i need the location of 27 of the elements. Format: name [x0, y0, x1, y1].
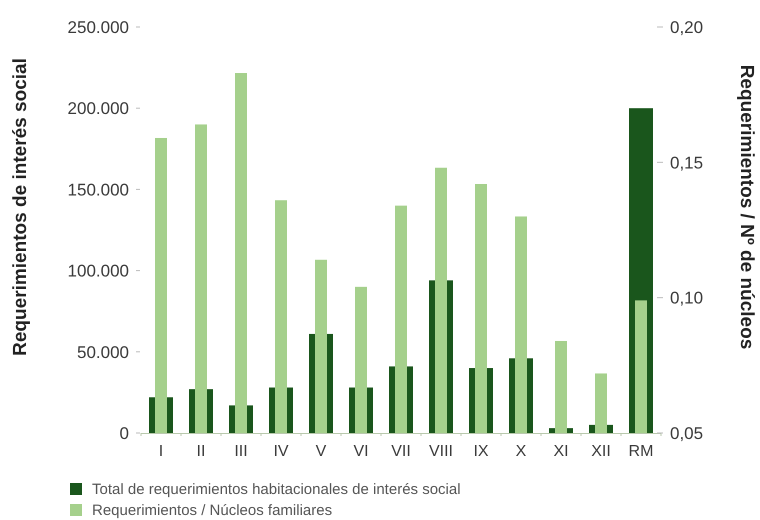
x-tick-label: VII — [391, 443, 411, 460]
y2-tick-label: 0,05 — [670, 424, 704, 443]
x-tick-label: I — [158, 443, 164, 460]
x-tick-label: V — [316, 443, 327, 460]
x-tick-label: VIII — [428, 443, 454, 460]
y-tick-label: 200.000 — [68, 99, 129, 118]
x-tick-label: XI — [553, 443, 569, 460]
x-tick-label: RM — [628, 443, 654, 460]
y-tick-label: 50.000 — [77, 342, 129, 362]
y-tick-label: 100.000 — [68, 262, 129, 281]
x-tick-label: VI — [353, 443, 369, 460]
y2-tick-label: 0,10 — [670, 288, 704, 308]
legend-label: Total de requerimientos habitacionales de interés social — [92, 481, 461, 498]
y-tick-label: 150.000 — [68, 180, 129, 200]
y-tick-label: 250.000 — [68, 18, 129, 37]
y2-tick-label: 0,15 — [670, 153, 704, 172]
y2-tick-label: 0,20 — [670, 18, 704, 37]
x-tick-label: IV — [273, 443, 289, 460]
y2-axis-title: Requerimientos / Nº de núcleos — [736, 64, 757, 350]
x-tick-label: II — [196, 443, 206, 460]
x-tick-label: X — [516, 443, 527, 460]
x-tick-label: III — [234, 443, 248, 460]
x-tick-label: IX — [473, 443, 489, 460]
y-axis-title: Requerimientos de interés social — [10, 58, 31, 356]
x-tick-label: XII — [591, 443, 611, 460]
y-tick-label: 0 — [120, 424, 129, 443]
legend-label: Requerimientos / Núcleos familiares — [92, 502, 332, 519]
